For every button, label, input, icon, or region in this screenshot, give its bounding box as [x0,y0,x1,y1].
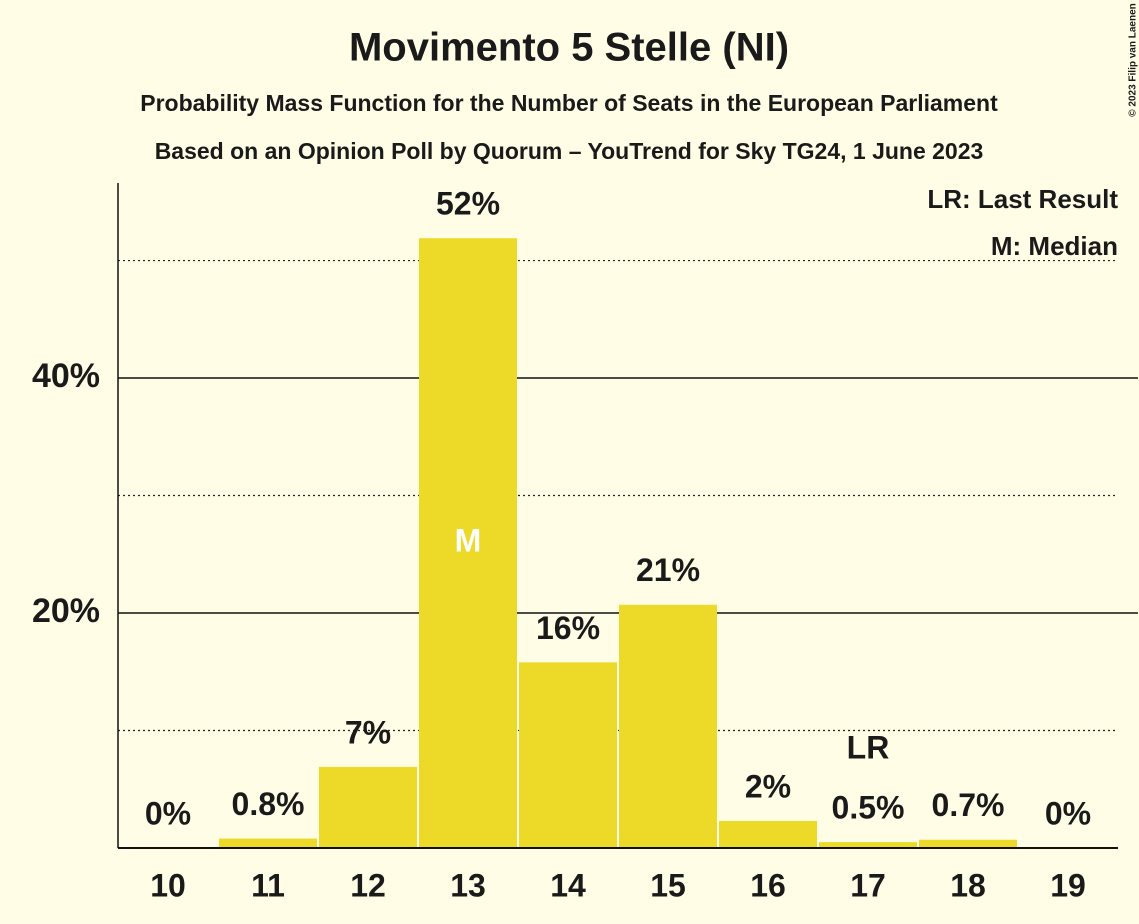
value-label: 2% [745,768,791,804]
chart-title: Movimento 5 Stelle (NI) [349,26,789,70]
value-label: 16% [536,610,600,646]
bar [719,820,817,848]
x-tick-label: 13 [450,867,486,903]
x-tick-label: 11 [251,867,285,903]
bar [819,842,917,848]
x-tick-label: 18 [950,867,986,903]
value-label: 0.7% [932,787,1005,823]
marker-label: M [455,523,482,559]
copyright: © 2023 Filip van Laenen [1128,3,1139,117]
x-tick-label: 15 [650,867,686,903]
bar [219,838,317,848]
value-label: 0.5% [832,790,905,826]
x-tick-label: 19 [1050,867,1086,903]
value-label: 7% [345,714,391,750]
legend-entry: M: Median [991,231,1118,261]
bar [919,839,1017,848]
x-tick-label: 12 [350,867,386,903]
x-tick-label: 14 [550,867,586,903]
bar [519,662,617,848]
value-label: 0% [145,795,191,831]
value-label: 52% [436,186,500,222]
y-tick-label: 20% [32,592,100,630]
x-tick-label: 10 [150,867,186,903]
chart-subtitle: Probability Mass Function for the Number… [140,90,998,116]
bar [419,238,517,849]
value-label: 0% [1045,795,1091,831]
value-label: 0.8% [232,786,305,822]
x-tick-label: 17 [850,867,886,903]
marker-label: LR [847,730,890,766]
legend-entry: LR: Last Result [927,184,1118,214]
bar [319,766,417,848]
y-tick-label: 40% [32,357,100,395]
chart-subtitle: Based on an Opinion Poll by Quorum – You… [155,138,984,164]
value-label: 21% [636,552,700,588]
bar [619,604,717,848]
x-tick-label: 16 [750,867,786,903]
